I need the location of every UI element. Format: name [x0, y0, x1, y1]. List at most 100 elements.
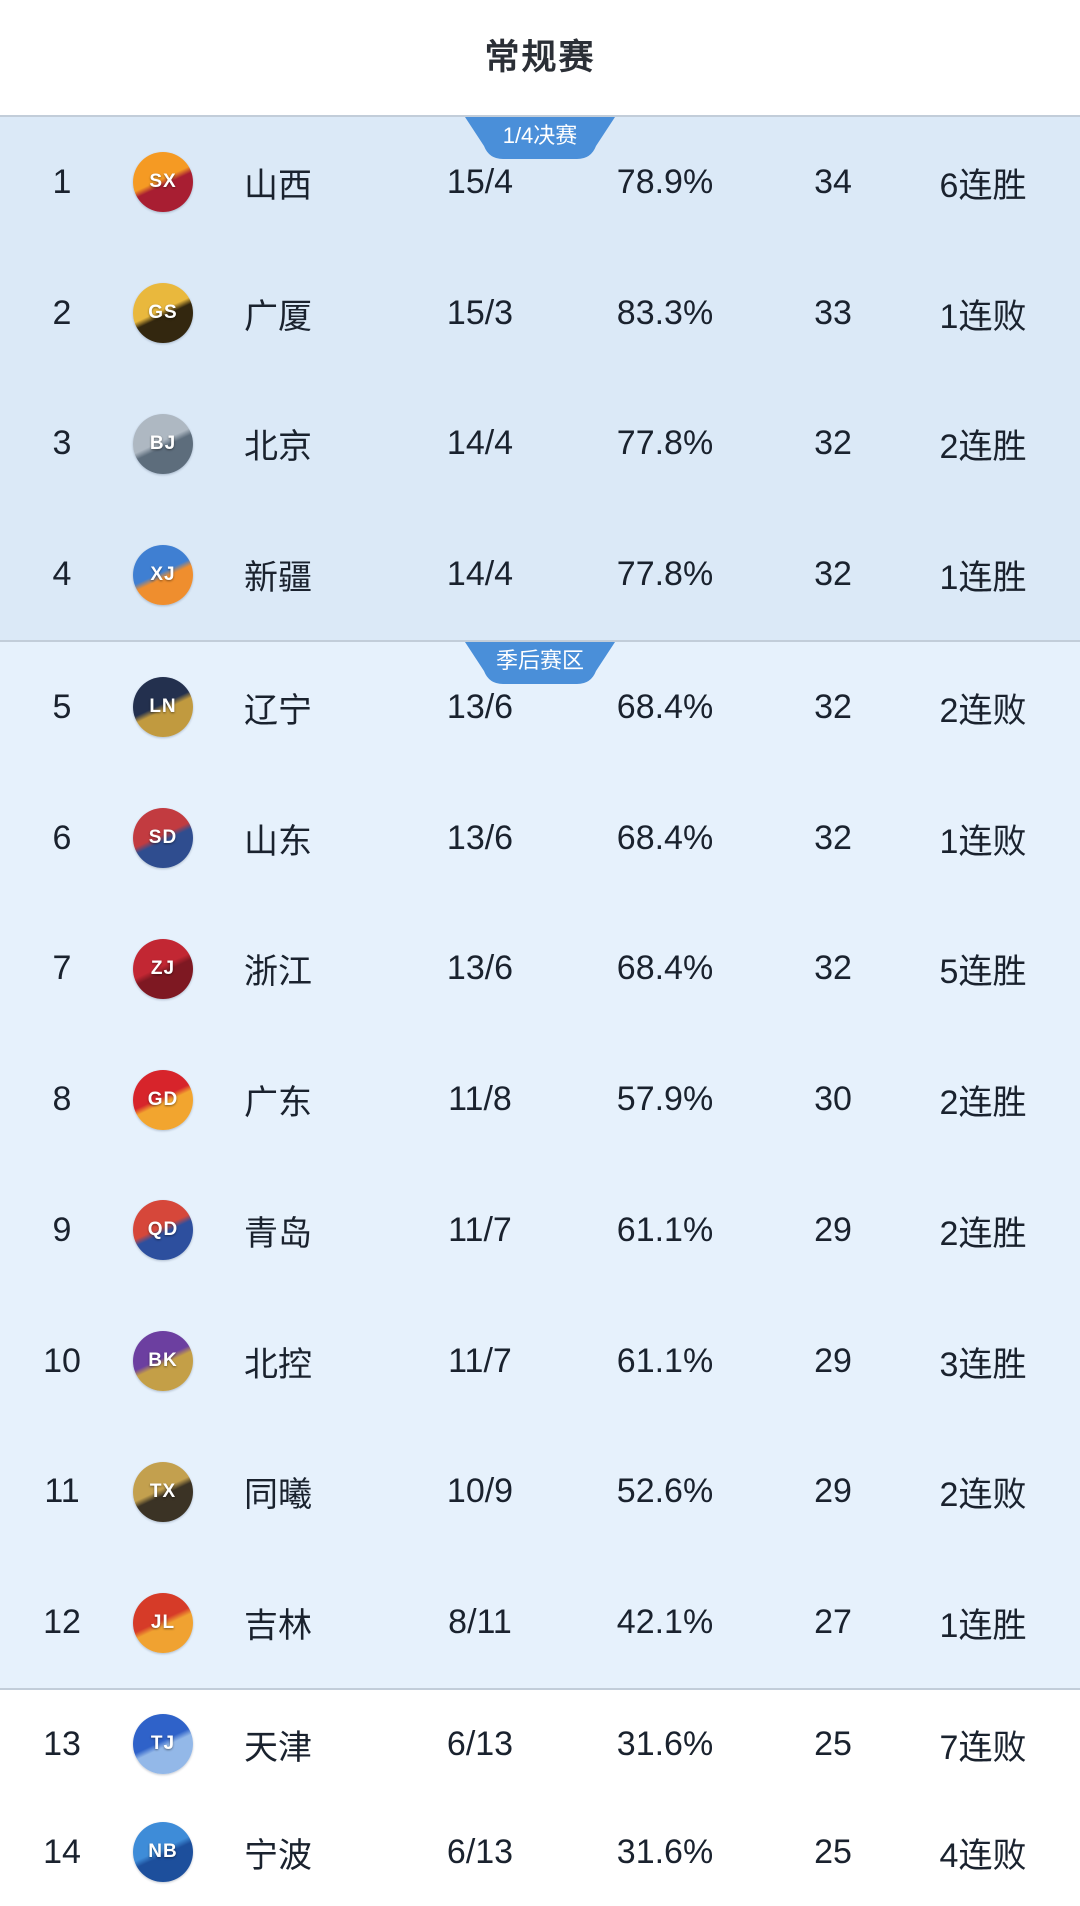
team-win-pct: 77.8% — [616, 555, 714, 594]
team-rank: 10 — [43, 1341, 81, 1380]
team-name: 新疆 — [244, 559, 312, 598]
team-record: 6/13 — [446, 1832, 514, 1871]
team-rank: 3 — [52, 424, 72, 463]
standings-table: 1/4决赛 1 SX 山西 15/4 78.9% 34 6连胜 2 GS 广厦 … — [0, 115, 1080, 1906]
team-logo-cell: ZJ — [124, 938, 202, 999]
team-record: 10/9 — [446, 1472, 514, 1511]
team-name: 山西 — [244, 166, 312, 205]
standings-zone: 1/4决赛 1 SX 山西 15/4 78.9% 34 6连胜 2 GS 广厦 … — [0, 115, 1080, 640]
team-row[interactable]: 5 LN 辽宁 13/6 68.4% 32 2连败 — [0, 642, 1080, 773]
team-streak: 2连胜 — [939, 1214, 1027, 1253]
team-streak: 1连胜 — [939, 559, 1027, 598]
team-points: 34 — [814, 162, 852, 201]
team-win-pct: 78.9% — [616, 162, 714, 201]
team-record: 15/3 — [446, 293, 514, 332]
team-logo-initials: TX — [149, 1480, 177, 1502]
team-name: 浙江 — [244, 953, 312, 992]
team-logo-icon: GS — [133, 283, 193, 344]
zone-rows: 1 SX 山西 15/4 78.9% 34 6连胜 2 GS 广厦 15/3 8… — [0, 117, 1080, 640]
team-record: 11/8 — [448, 1080, 512, 1119]
team-row[interactable]: 1 SX 山西 15/4 78.9% 34 6连胜 — [0, 117, 1080, 248]
team-name: 北京 — [244, 428, 312, 467]
team-logo-cell: GS — [124, 283, 202, 344]
team-win-pct: 31.6% — [616, 1832, 714, 1871]
team-rank: 12 — [43, 1603, 81, 1642]
zone-rows: 5 LN 辽宁 13/6 68.4% 32 2连败 6 SD 山东 13/6 6… — [0, 642, 1080, 1688]
team-logo-initials: GS — [148, 302, 178, 324]
team-points: 30 — [814, 1080, 852, 1119]
team-logo-icon: ZJ — [133, 938, 193, 999]
team-points: 32 — [814, 687, 852, 726]
team-name: 广厦 — [244, 297, 312, 336]
team-row[interactable]: 7 ZJ 浙江 13/6 68.4% 32 5连胜 — [0, 904, 1080, 1035]
team-row[interactable]: 10 BK 北控 11/7 61.1% 29 3连胜 — [0, 1296, 1080, 1427]
team-record: 11/7 — [448, 1210, 512, 1249]
team-logo-cell: LN — [124, 677, 202, 738]
zone-badge-tab-shape — [465, 117, 615, 159]
team-row[interactable]: 4 XJ 新疆 14/4 77.8% 32 1连胜 — [0, 509, 1080, 640]
team-streak: 2连败 — [939, 1476, 1027, 1515]
team-streak: 7连败 — [939, 1728, 1027, 1767]
team-points: 29 — [814, 1210, 852, 1249]
team-logo-icon: QD — [133, 1200, 193, 1261]
team-logo-icon: NB — [133, 1822, 193, 1882]
team-logo-initials: BJ — [149, 432, 177, 454]
team-logo-initials: BK — [148, 1350, 178, 1372]
team-win-pct: 68.4% — [616, 949, 714, 988]
team-streak: 1连败 — [939, 822, 1027, 861]
team-name: 青岛 — [244, 1214, 312, 1253]
team-logo-cell: TJ — [124, 1714, 202, 1774]
zone-rows: 13 TJ 天津 6/13 31.6% 25 7连败 14 NB 宁波 6/13… — [0, 1690, 1080, 1906]
team-row[interactable]: 14 NB 宁波 6/13 31.6% 25 4连败 — [0, 1798, 1080, 1906]
team-row[interactable]: 12 JL 吉林 8/11 42.1% 27 1连胜 — [0, 1557, 1080, 1688]
team-rank: 4 — [52, 555, 72, 594]
team-name: 辽宁 — [244, 691, 312, 730]
team-logo-initials: SX — [149, 171, 177, 193]
team-points: 27 — [814, 1603, 852, 1642]
team-logo-icon: LN — [133, 677, 193, 738]
team-logo-icon: XJ — [133, 544, 193, 605]
team-logo-initials: SD — [148, 827, 178, 849]
team-streak: 1连败 — [939, 297, 1027, 336]
standings-zone: 季后赛区 5 LN 辽宁 13/6 68.4% 32 2连败 6 SD 山东 1… — [0, 640, 1080, 1688]
team-streak: 2连败 — [939, 691, 1027, 730]
team-row[interactable]: 11 TX 同曦 10/9 52.6% 29 2连败 — [0, 1427, 1080, 1558]
team-logo-cell: GD — [124, 1069, 202, 1130]
team-logo-icon: SD — [133, 808, 193, 869]
team-logo-icon: BJ — [133, 413, 193, 474]
team-row[interactable]: 9 QD 青岛 11/7 61.1% 29 2连胜 — [0, 1165, 1080, 1296]
team-streak: 1连胜 — [939, 1607, 1027, 1646]
team-logo-initials: LN — [149, 696, 177, 718]
team-logo-cell: JL — [124, 1592, 202, 1653]
team-logo-icon: GD — [133, 1069, 193, 1130]
team-rank: 14 — [43, 1832, 81, 1871]
team-record: 11/7 — [448, 1341, 512, 1380]
team-record: 13/6 — [446, 687, 514, 726]
team-logo-cell: BJ — [124, 413, 202, 474]
team-points: 29 — [814, 1472, 852, 1511]
team-rank: 11 — [44, 1472, 80, 1511]
team-streak: 3连胜 — [939, 1345, 1027, 1384]
team-logo-icon: BK — [133, 1331, 193, 1392]
team-record: 13/6 — [446, 949, 514, 988]
team-row[interactable]: 6 SD 山东 13/6 68.4% 32 1连败 — [0, 773, 1080, 904]
team-rank: 5 — [52, 687, 72, 726]
team-row[interactable]: 13 TJ 天津 6/13 31.6% 25 7连败 — [0, 1690, 1080, 1798]
team-row[interactable]: 8 GD 广东 11/8 57.9% 30 2连胜 — [0, 1034, 1080, 1165]
team-logo-cell: SX — [124, 152, 202, 213]
team-row[interactable]: 3 BJ 北京 14/4 77.8% 32 2连胜 — [0, 379, 1080, 510]
team-record: 15/4 — [446, 162, 514, 201]
team-rank: 9 — [52, 1210, 72, 1249]
page-title: 常规赛 — [484, 38, 596, 77]
team-points: 25 — [814, 1724, 852, 1763]
team-name: 山东 — [244, 822, 312, 861]
team-record: 6/13 — [446, 1724, 514, 1763]
team-logo-icon: SX — [133, 152, 193, 213]
team-win-pct: 83.3% — [616, 293, 714, 332]
team-record: 8/11 — [448, 1603, 512, 1642]
team-points: 33 — [814, 293, 852, 332]
team-row[interactable]: 2 GS 广厦 15/3 83.3% 33 1连败 — [0, 248, 1080, 379]
zone-badge-tab-shape — [465, 642, 615, 684]
team-streak: 6连胜 — [939, 166, 1027, 205]
